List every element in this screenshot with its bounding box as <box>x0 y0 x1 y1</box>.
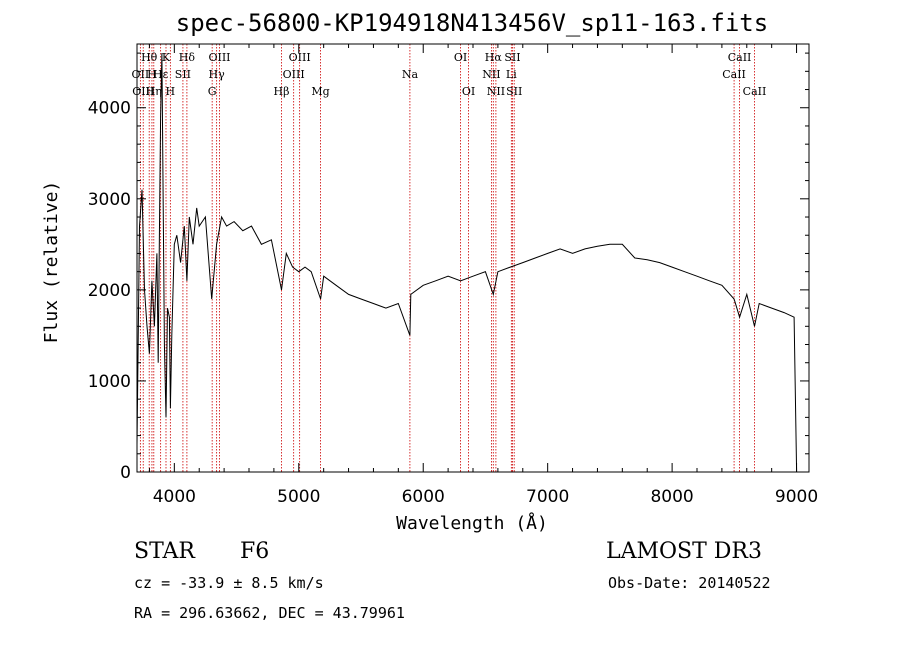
x-tick-label: 7000 <box>526 487 569 507</box>
plot-frame <box>136 43 810 473</box>
y-tick-label: 1000 <box>88 372 131 392</box>
line-label-8: SII <box>175 68 191 81</box>
line-label-6: Hε <box>153 68 169 81</box>
x-axis-ticks: 4000 5000 6000 7000 8000 9000 <box>148 44 818 507</box>
line-label-26: CaII <box>728 51 752 64</box>
line-label-15: OIII <box>289 51 311 64</box>
line-label-4: H <box>147 68 157 81</box>
spectrum-line <box>136 53 798 473</box>
line-label-11: Hγ <box>209 68 226 81</box>
line-label-18: OI <box>454 51 467 64</box>
line-label-23: SII <box>504 51 520 64</box>
line-label-22: NII <box>487 85 505 98</box>
line-label-12: G <box>208 85 217 98</box>
coordinates-text: RA = 296.63662, DEC = 43.79961 <box>134 604 405 622</box>
spectrum-chart: spec-56800-KP194918N413456V_sp11-163.fit… <box>41 9 818 534</box>
line-label-17: Na <box>402 68 419 81</box>
line-label-25: SII <box>506 85 522 98</box>
line-label-9: Hδ <box>179 51 196 64</box>
y-tick-label: 0 <box>120 463 131 483</box>
spectral-line-markers <box>139 44 755 472</box>
line-label-24: Li <box>506 68 517 81</box>
x-tick-label: 5000 <box>277 487 320 507</box>
line-label-2: OIII <box>132 85 154 98</box>
line-label-1: OII <box>132 68 150 81</box>
line-label-13: Hβ <box>274 85 290 98</box>
line-label-19: OI <box>462 85 475 98</box>
x-tick-label: 4000 <box>153 487 196 507</box>
survey-name: LAMOST DR3 <box>606 539 762 564</box>
y-axis-label: Flux (relative) <box>41 181 62 344</box>
line-label-21: NII <box>482 68 500 81</box>
line-label-27: CaII <box>722 68 746 81</box>
line-label-7: H <box>166 85 176 98</box>
redshift-text: cz = -33.9 ± 8.5 km/s <box>134 574 324 592</box>
object-subclass: F6 <box>240 539 270 564</box>
line-label-0: Hθ <box>141 51 158 64</box>
x-axis-label: Wavelength (Å) <box>396 512 548 534</box>
line-label-28: CaII <box>743 85 767 98</box>
line-label-20: Hα <box>485 51 503 64</box>
y-tick-label: 2000 <box>88 281 131 301</box>
y-tick-label: 4000 <box>88 99 131 119</box>
line-label-16: Mg <box>311 85 329 98</box>
line-label-3: Hη <box>146 85 162 98</box>
x-tick-label: 8000 <box>650 487 693 507</box>
line-label-10: OIII <box>208 51 230 64</box>
line-label-14: OIII <box>283 68 305 81</box>
object-class: STAR <box>134 539 195 564</box>
line-label-5: K <box>162 51 171 64</box>
y-tick-label: 3000 <box>88 190 131 210</box>
x-tick-label: 6000 <box>402 487 445 507</box>
x-tick-label: 9000 <box>775 487 818 507</box>
chart-title: spec-56800-KP194918N413456V_sp11-163.fit… <box>176 9 768 37</box>
y-axis-ticks: 0 1000 2000 3000 4000 <box>88 52 809 483</box>
obs-date: Obs-Date: 20140522 <box>608 574 771 592</box>
